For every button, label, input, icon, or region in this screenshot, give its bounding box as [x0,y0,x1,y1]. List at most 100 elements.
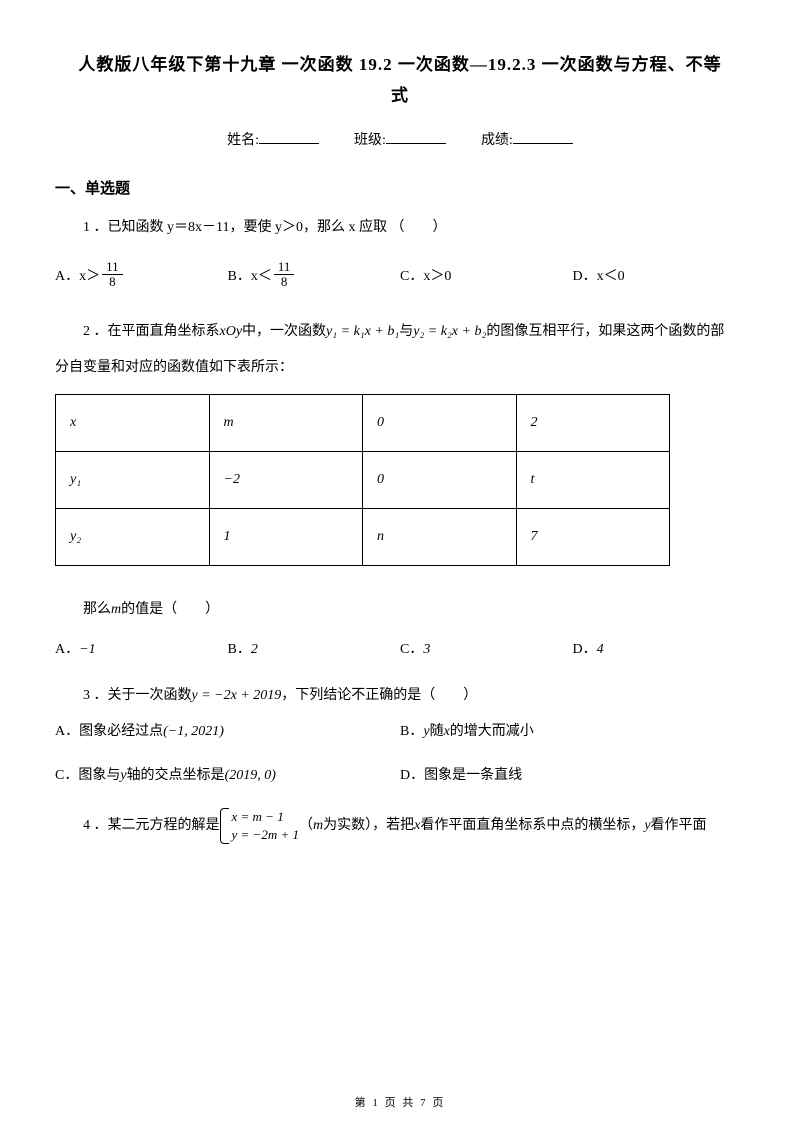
q4-tb: （ [299,812,313,840]
name-blank[interactable] [259,130,319,144]
cases-bracket-icon: x = m − 1 y = −2m + 1 [220,808,299,844]
cell: 7 [516,508,670,565]
q2-option-c[interactable]: C．3 [400,638,573,658]
frac-num: 11 [102,260,123,275]
q3-option-b[interactable]: B．y随x的增大而减小 [400,720,745,740]
lbl: C． [400,642,423,657]
q1-option-a[interactable]: A．x＞ 118 [55,260,228,290]
cell: 2 [516,394,670,451]
class-blank[interactable] [386,130,446,144]
t: A．图象必经过点 [55,724,163,739]
page-footer: 第 1 页 共 7 页 [0,1094,800,1110]
frac-num: 11 [274,260,295,275]
q2-ta: 在平面直角坐标系 [108,324,220,339]
q3-option-a[interactable]: A．图象必经过点(−1, 2021) [55,720,400,740]
cell: t [516,451,670,508]
frac-den: 8 [277,275,292,289]
cell: y₁ [56,451,210,508]
q1-option-b[interactable]: B．x＜ 118 [228,260,401,290]
q3-options: A．图象必经过点(−1, 2021) B．y随x的增大而减小 C．图象与y轴的交… [55,720,745,784]
val: 3 [423,642,430,657]
q2-table: x m 0 2 y₁ −2 0 t y₂ 1 n 7 [55,394,670,566]
q3-option-c[interactable]: C．图象与y轴的交点坐标是(2019, 0) [55,764,400,784]
class-label: 班级: [354,133,386,148]
cell: y₂ [56,508,210,565]
val: −1 [79,642,95,657]
cell: n [363,508,517,565]
q2-option-a[interactable]: A．−1 [55,638,228,658]
q4-tc: 为实数），若把 [323,812,414,840]
q1-option-d[interactable]: D．x＜0 [573,265,746,285]
q1-options: A．x＞ 118 B．x＜ 118 C．x＞0 D．x＜0 [55,260,745,290]
q2-option-b[interactable]: B．2 [228,638,401,658]
cell: −2 [209,451,363,508]
cell: 0 [363,451,517,508]
question-1: 1 ．已知函数 y＝8x－11，要使 y＞0，那么 x 应取 （ ） [55,214,745,242]
t2: 轴的交点坐标是 [127,768,225,783]
q2-xoy: xOy [220,324,243,339]
pt: (2019, 0) [225,768,276,783]
fraction-icon: 118 [102,260,123,290]
q2-y2: y₂ = k₂x + b₂ [413,324,486,339]
fraction-icon: 118 [274,260,295,290]
t: B． [400,724,423,739]
q1-b-prefix: B．x＜ [228,265,272,285]
q4-number: 4 ． [83,812,108,840]
name-label: 姓名: [227,133,259,148]
cell: x [56,394,210,451]
section-heading: 一、单选题 [55,177,745,198]
q1-number: 1 ． [83,220,108,235]
question-3: 3 ．关于一次函数y = −2x + 2019，下列结论不正确的是（ ） [55,682,745,710]
t3: 的增大而减小 [450,724,534,739]
q3-ta: 关于一次函数 [108,688,192,703]
table-row: x m 0 2 [56,394,670,451]
q2-line2: 分自变量和对应的函数值如下表所示： [55,354,745,382]
table-row: y₂ 1 n 7 [56,508,670,565]
score-blank[interactable] [513,130,573,144]
q3-tb: ，下列结论不正确的是（ ） [281,688,477,703]
q3-fn: y = −2x + 2019 [192,688,282,703]
cell: 0 [363,394,517,451]
title-line-1: 人教版八年级下第十九章 一次函数 19.2 一次函数—19.2.3 一次函数与方… [55,50,745,81]
t2: 随 [430,724,444,739]
q2-fb: 的值是（ ） [121,602,219,617]
q2-y1: y₁ = k₁x + b₁ [326,324,399,339]
lbl: A． [55,642,79,657]
lbl: B． [228,642,251,657]
q2-option-d[interactable]: D．4 [573,638,746,658]
cell: m [209,394,363,451]
q2-options: A．−1 B．2 C．3 D．4 [55,638,745,658]
lbl: D． [573,642,597,657]
table-row: y₁ −2 0 t [56,451,670,508]
q1-a-prefix: A．x＞ [55,265,100,285]
info-row: 姓名: 班级: 成绩: [55,129,745,149]
page-title: 人教版八年级下第十九章 一次函数 19.2 一次函数—19.2.3 一次函数与方… [55,50,745,111]
q3-number: 3 ． [83,688,108,703]
q3-option-d[interactable]: D．图象是一条直线 [400,764,745,784]
case1: x = m − 1 [232,808,299,826]
q4-te: 看作平面 [651,812,707,840]
cell: 1 [209,508,363,565]
question-2: 2 ．在平面直角坐标系xOy中，一次函数y₁ = k₁x + b₁与y₂ = k… [55,318,745,346]
q4-td: 看作平面直角坐标系中点的横坐标， [420,812,644,840]
q2-td: 的图像互相平行，如果这两个函数的部 [486,324,724,339]
q2-tb: 中，一次函数 [242,324,326,339]
q2-fa: 那么 [83,602,111,617]
pt: (−1, 2021) [163,724,224,739]
q4-ta: 某二元方程的解是 [108,812,220,840]
val: 2 [251,642,258,657]
q4-m: m [313,812,323,840]
q2-tc: 与 [399,324,413,339]
q1-text: 已知函数 y＝8x－11，要使 y＞0，那么 x 应取 （ ） [108,220,447,235]
q2-follow: 那么m的值是（ ） [55,596,745,624]
frac-den: 8 [105,275,120,289]
q2-number: 2 ． [83,324,108,339]
case2: y = −2m + 1 [232,826,299,844]
val: 4 [597,642,604,657]
q2-m: m [111,602,121,617]
question-4: 4 ． 某二元方程的解是 x = m − 1 y = −2m + 1 （m为实数… [55,808,745,844]
t: C．图象与 [55,768,120,783]
title-line-2: 式 [55,81,745,112]
score-label: 成绩: [481,133,513,148]
q1-option-c[interactable]: C．x＞0 [400,265,573,285]
